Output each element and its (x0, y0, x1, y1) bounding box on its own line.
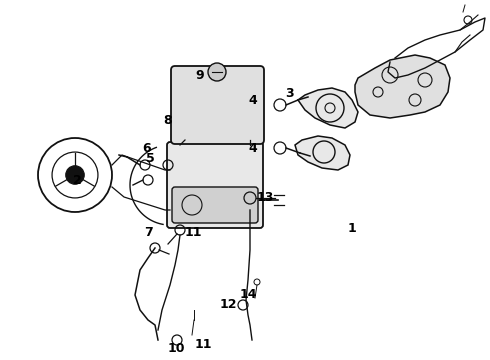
Text: 8: 8 (164, 113, 172, 126)
Text: 14: 14 (239, 288, 257, 302)
Text: 1: 1 (347, 221, 356, 234)
Text: 12: 12 (219, 298, 237, 311)
Circle shape (208, 63, 226, 81)
Text: 7: 7 (144, 225, 152, 239)
Polygon shape (298, 88, 358, 128)
Text: 3: 3 (285, 86, 294, 99)
Text: 2: 2 (73, 174, 81, 186)
Text: 10: 10 (167, 342, 185, 355)
Polygon shape (355, 55, 450, 118)
FancyBboxPatch shape (172, 187, 258, 223)
Text: 9: 9 (196, 68, 204, 81)
Text: 4: 4 (248, 141, 257, 154)
Text: 5: 5 (146, 152, 154, 165)
Text: 4: 4 (248, 94, 257, 107)
Text: 11: 11 (184, 225, 202, 239)
FancyBboxPatch shape (171, 66, 264, 144)
Text: 6: 6 (143, 141, 151, 154)
Circle shape (244, 192, 256, 204)
Polygon shape (295, 136, 350, 170)
Circle shape (66, 166, 84, 184)
FancyBboxPatch shape (167, 142, 263, 228)
Text: 13: 13 (256, 190, 274, 203)
Text: 11: 11 (194, 338, 212, 351)
